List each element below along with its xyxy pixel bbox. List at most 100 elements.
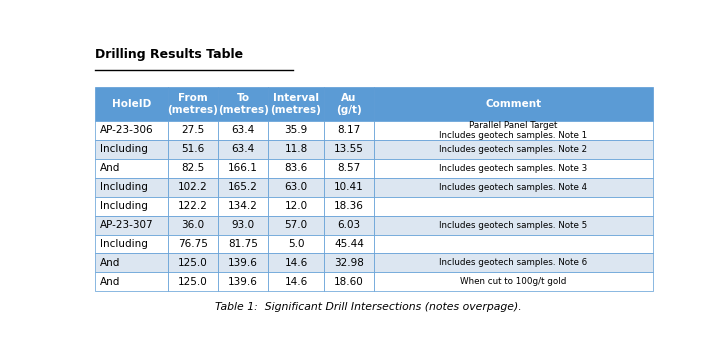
- Bar: [168, 216, 218, 235]
- Text: And: And: [100, 277, 120, 287]
- Text: 6.03: 6.03: [337, 220, 360, 230]
- Bar: [324, 140, 374, 159]
- Bar: [324, 121, 374, 140]
- Bar: [374, 87, 653, 121]
- Bar: [268, 272, 324, 292]
- Text: Interval
(metres): Interval (metres): [270, 93, 321, 115]
- Text: 13.55: 13.55: [334, 144, 364, 154]
- Text: 139.6: 139.6: [228, 277, 258, 287]
- Bar: [268, 159, 324, 178]
- Text: 63.4: 63.4: [232, 144, 255, 154]
- Text: Includes geotech samples. Note 6: Includes geotech samples. Note 6: [439, 258, 587, 268]
- Text: Au
(g/t): Au (g/t): [336, 93, 362, 115]
- Bar: [324, 272, 374, 292]
- Text: Including: Including: [100, 144, 148, 154]
- Text: 134.2: 134.2: [228, 201, 258, 211]
- Bar: [96, 272, 168, 292]
- Text: 125.0: 125.0: [178, 277, 208, 287]
- Bar: [324, 197, 374, 216]
- Bar: [218, 197, 268, 216]
- Text: To
(metres): To (metres): [218, 93, 269, 115]
- Text: 11.8: 11.8: [285, 144, 308, 154]
- Text: 35.9: 35.9: [285, 125, 308, 135]
- Bar: [268, 178, 324, 197]
- Text: 5.0: 5.0: [288, 239, 304, 249]
- Bar: [168, 272, 218, 292]
- Text: 93.0: 93.0: [232, 220, 255, 230]
- Text: Includes geotech samples. Note 3: Includes geotech samples. Note 3: [439, 164, 587, 173]
- Bar: [96, 140, 168, 159]
- Text: When cut to 100g/t gold: When cut to 100g/t gold: [460, 277, 567, 286]
- Text: 102.2: 102.2: [178, 182, 208, 192]
- Bar: [218, 159, 268, 178]
- Text: 27.5: 27.5: [181, 125, 205, 135]
- Text: 76.75: 76.75: [178, 239, 208, 249]
- Bar: [218, 253, 268, 272]
- Bar: [96, 253, 168, 272]
- Text: 14.6: 14.6: [285, 277, 308, 287]
- Bar: [268, 197, 324, 216]
- Bar: [168, 197, 218, 216]
- Bar: [324, 159, 374, 178]
- Text: And: And: [100, 258, 120, 268]
- Bar: [96, 159, 168, 178]
- Bar: [218, 121, 268, 140]
- Bar: [168, 87, 218, 121]
- Bar: [168, 178, 218, 197]
- Text: 32.98: 32.98: [334, 258, 364, 268]
- Text: 12.0: 12.0: [285, 201, 308, 211]
- Bar: [168, 253, 218, 272]
- Text: 45.44: 45.44: [334, 239, 364, 249]
- Text: 18.36: 18.36: [334, 201, 364, 211]
- Text: 8.17: 8.17: [337, 125, 361, 135]
- Text: Comment: Comment: [485, 99, 541, 109]
- Bar: [324, 216, 374, 235]
- Bar: [268, 253, 324, 272]
- Bar: [268, 140, 324, 159]
- Bar: [168, 121, 218, 140]
- Bar: [374, 121, 653, 140]
- Text: Includes geotech samples. Note 5: Includes geotech samples. Note 5: [439, 221, 587, 229]
- Bar: [96, 87, 168, 121]
- Text: 122.2: 122.2: [178, 201, 208, 211]
- Bar: [218, 178, 268, 197]
- Text: 166.1: 166.1: [228, 163, 258, 173]
- Text: 36.0: 36.0: [181, 220, 204, 230]
- Text: Includes geotech samples. Note 4: Includes geotech samples. Note 4: [439, 183, 587, 192]
- Bar: [374, 253, 653, 272]
- Text: 82.5: 82.5: [181, 163, 205, 173]
- Text: Table 1:  Significant Drill Intersections (notes overpage).: Table 1: Significant Drill Intersections…: [215, 302, 522, 312]
- Text: 14.6: 14.6: [285, 258, 308, 268]
- Text: 63.0: 63.0: [285, 182, 308, 192]
- Bar: [324, 253, 374, 272]
- Bar: [324, 235, 374, 253]
- Bar: [374, 216, 653, 235]
- Text: Including: Including: [100, 239, 148, 249]
- Bar: [268, 121, 324, 140]
- Text: 57.0: 57.0: [285, 220, 308, 230]
- Bar: [268, 87, 324, 121]
- Text: 8.57: 8.57: [337, 163, 361, 173]
- Text: HoleID: HoleID: [112, 99, 151, 109]
- Bar: [218, 87, 268, 121]
- Text: Including: Including: [100, 201, 148, 211]
- Text: And: And: [100, 163, 120, 173]
- Bar: [374, 140, 653, 159]
- Text: From
(metres): From (metres): [168, 93, 219, 115]
- Bar: [96, 235, 168, 253]
- Bar: [374, 235, 653, 253]
- Text: 83.6: 83.6: [285, 163, 308, 173]
- Bar: [374, 178, 653, 197]
- Text: Parallel Panel Target
Includes geotech samples. Note 1: Parallel Panel Target Includes geotech s…: [439, 121, 587, 140]
- Bar: [218, 140, 268, 159]
- Bar: [96, 197, 168, 216]
- Bar: [374, 159, 653, 178]
- Text: Includes geotech samples. Note 2: Includes geotech samples. Note 2: [439, 145, 587, 154]
- Text: Drilling Results Table: Drilling Results Table: [96, 48, 244, 61]
- Bar: [96, 121, 168, 140]
- Bar: [96, 216, 168, 235]
- Text: 63.4: 63.4: [232, 125, 255, 135]
- Bar: [168, 159, 218, 178]
- Text: 125.0: 125.0: [178, 258, 208, 268]
- Text: 18.60: 18.60: [334, 277, 364, 287]
